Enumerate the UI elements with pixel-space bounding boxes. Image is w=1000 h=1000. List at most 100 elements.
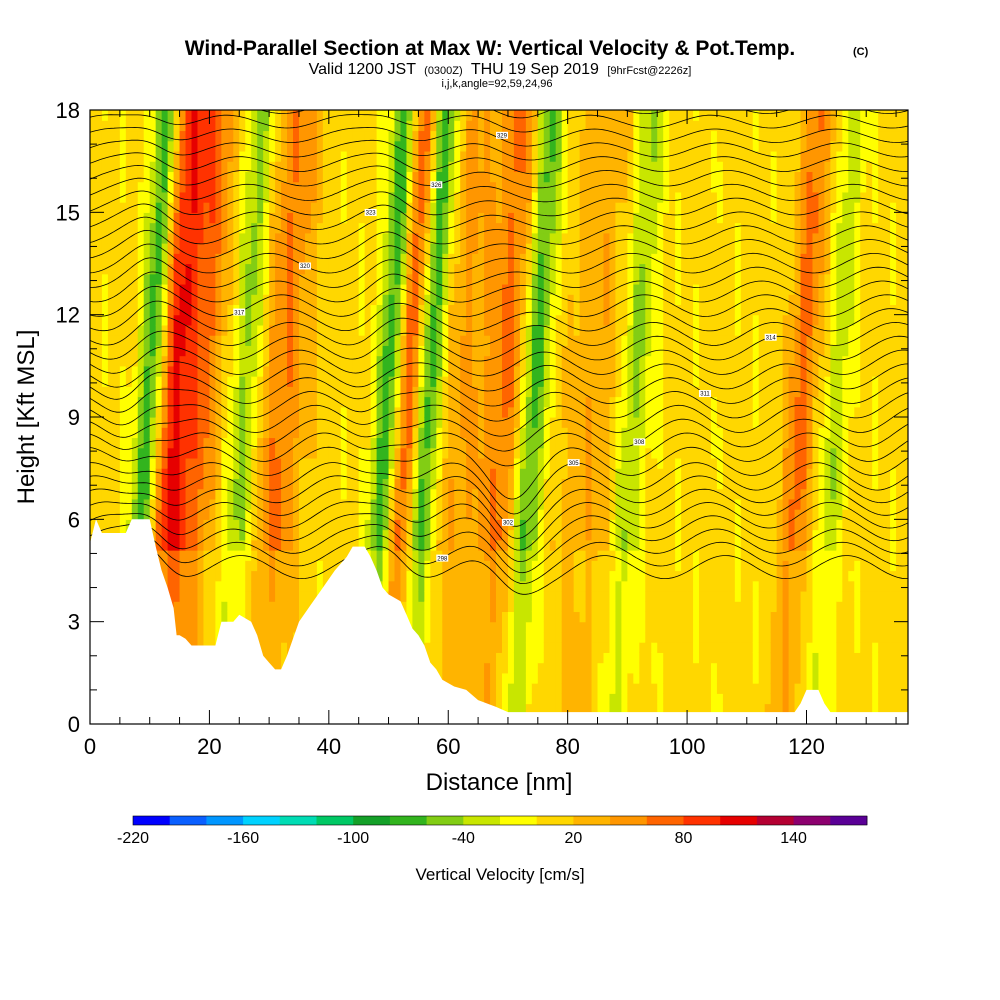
velocity-cell <box>245 232 252 244</box>
velocity-cell <box>585 683 593 694</box>
velocity-cell <box>101 345 109 357</box>
velocity-cell <box>460 468 467 479</box>
velocity-cell <box>310 120 318 132</box>
velocity-cell <box>185 130 193 142</box>
velocity-cell <box>251 447 258 459</box>
velocity-cell <box>161 488 169 500</box>
velocity-cell <box>543 335 551 346</box>
velocity-cell <box>298 529 306 541</box>
velocity-cell <box>513 335 521 346</box>
velocity-cell <box>555 519 563 531</box>
velocity-cell <box>167 580 175 592</box>
velocity-cell <box>340 396 348 408</box>
velocity-cell <box>293 601 300 613</box>
velocity-cell <box>298 457 306 469</box>
velocity-cell <box>567 529 575 541</box>
velocity-cell <box>430 601 437 613</box>
velocity-cell <box>221 335 228 346</box>
velocity-cell <box>269 590 276 602</box>
velocity-cell <box>454 212 461 224</box>
velocity-cell <box>496 631 503 643</box>
velocity-cell <box>322 150 330 162</box>
velocity-cell <box>275 222 282 234</box>
velocity-cell <box>328 529 336 541</box>
velocity-cell <box>263 580 270 592</box>
velocity-cell <box>573 294 581 306</box>
velocity-cell <box>281 509 288 520</box>
velocity-cell <box>316 253 324 265</box>
velocity-cell <box>143 212 151 224</box>
velocity-cell <box>257 488 264 500</box>
velocity-cell <box>478 324 485 336</box>
velocity-cell <box>406 498 414 510</box>
velocity-cell <box>448 304 455 316</box>
velocity-cell <box>507 386 515 398</box>
velocity-cell <box>334 406 342 418</box>
velocity-cell <box>430 498 437 510</box>
velocity-cell <box>298 590 306 602</box>
velocity-cell <box>251 386 258 398</box>
velocity-cell <box>430 478 437 490</box>
velocity-cell <box>519 171 527 183</box>
velocity-cell <box>513 437 521 449</box>
velocity-cell <box>406 417 414 428</box>
velocity-cell <box>191 191 199 203</box>
velocity-cell <box>424 181 431 193</box>
velocity-cell <box>388 243 396 254</box>
velocity-cell <box>251 478 258 490</box>
velocity-cell <box>436 457 443 469</box>
velocity-cell <box>185 150 193 162</box>
velocity-cell <box>107 457 115 469</box>
velocity-cell <box>543 232 551 244</box>
velocity-cell <box>287 580 294 592</box>
velocity-cell <box>370 417 378 428</box>
velocity-cell <box>585 631 593 643</box>
velocity-cell <box>293 437 300 449</box>
velocity-cell <box>567 631 575 643</box>
velocity-cell <box>543 509 551 520</box>
velocity-cell <box>478 693 485 705</box>
velocity-cell <box>227 345 234 357</box>
velocity-cell <box>269 171 276 183</box>
velocity-cell <box>352 519 360 531</box>
velocity-cell <box>501 202 509 213</box>
velocity-cell <box>233 417 240 428</box>
velocity-cell <box>245 560 252 572</box>
velocity-cell <box>310 457 318 469</box>
velocity-cell <box>496 161 503 172</box>
velocity-cell <box>131 273 139 285</box>
velocity-cell <box>161 365 169 377</box>
velocity-cell <box>496 601 503 613</box>
velocity-cell <box>382 406 390 418</box>
velocity-cell <box>239 324 246 336</box>
velocity-cell <box>531 488 539 500</box>
velocity-cell <box>352 324 360 336</box>
velocity-cell <box>412 232 419 244</box>
velocity-cell <box>191 376 199 387</box>
velocity-cell <box>263 335 270 346</box>
velocity-cell <box>257 539 264 551</box>
velocity-cell <box>227 253 234 265</box>
velocity-cell <box>322 314 330 326</box>
velocity-cell <box>496 283 503 295</box>
velocity-cell <box>537 376 545 387</box>
velocity-cell <box>549 590 557 602</box>
velocity-cell <box>561 427 569 439</box>
velocity-cell <box>155 457 163 469</box>
velocity-cell <box>382 376 390 387</box>
velocity-cell <box>454 468 461 479</box>
velocity-cell <box>251 396 258 408</box>
velocity-cell <box>263 406 270 418</box>
velocity-cell <box>269 417 276 428</box>
velocity-cell <box>507 417 515 428</box>
velocity-cell <box>293 396 300 408</box>
velocity-cell <box>203 601 211 613</box>
velocity-cell <box>298 478 306 490</box>
velocity-cell <box>155 110 163 121</box>
velocity-cell <box>281 488 288 500</box>
velocity-cell <box>179 181 187 193</box>
velocity-cell <box>137 498 145 510</box>
velocity-cell <box>418 396 425 408</box>
velocity-cell <box>501 304 509 316</box>
velocity-cell <box>573 243 581 254</box>
